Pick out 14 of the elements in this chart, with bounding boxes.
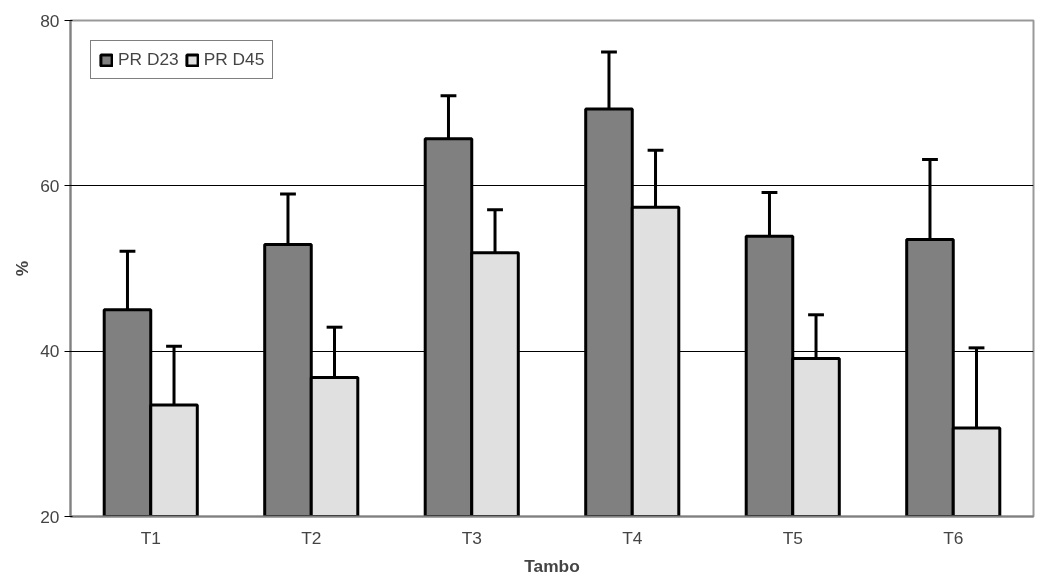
y-tick-label: 40 — [40, 341, 60, 362]
x-tick-label: T3 — [461, 527, 482, 548]
y-axis-title: % — [12, 260, 33, 277]
x-axis-title: Tambo — [524, 555, 580, 576]
legend-label: PR D23 — [118, 49, 179, 70]
x-tick-label: T4 — [622, 527, 643, 548]
y-tick-label: 80 — [40, 10, 60, 31]
x-tick-label: T6 — [943, 527, 964, 548]
x-tick-label: T2 — [301, 527, 322, 548]
y-tick-label: 60 — [40, 175, 60, 196]
x-tick-label: T1 — [140, 527, 161, 548]
legend-label: PR D45 — [203, 49, 265, 70]
x-tick-label: T5 — [782, 527, 803, 548]
y-tick-label: 20 — [40, 506, 60, 527]
